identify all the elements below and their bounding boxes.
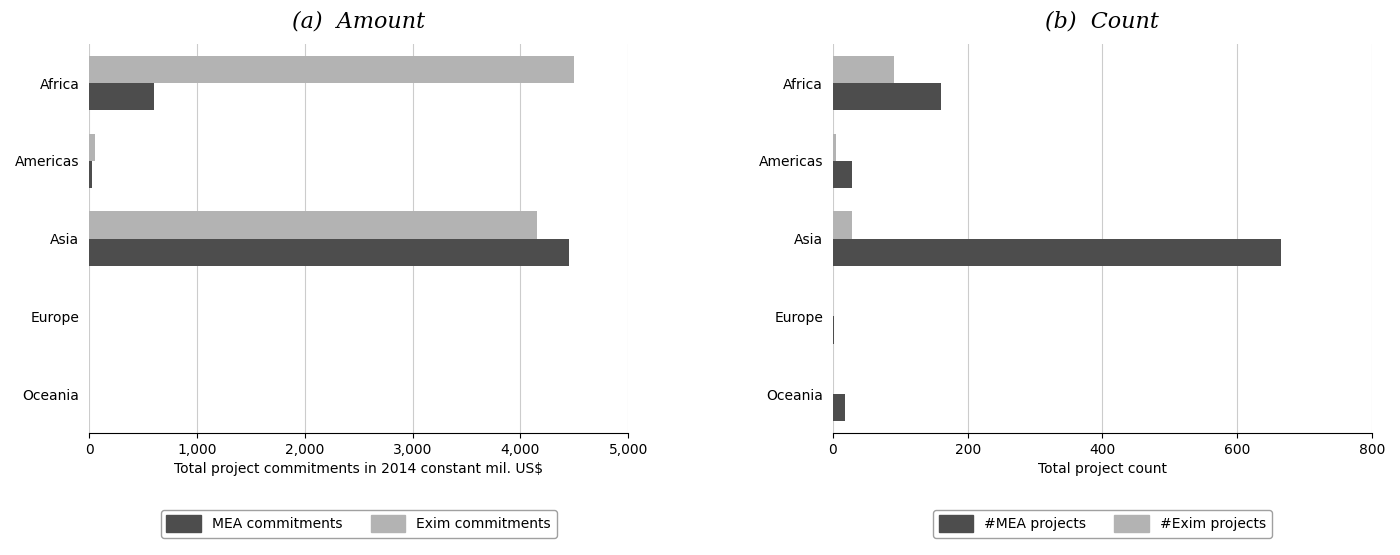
Bar	[833, 56, 893, 83]
Bar	[90, 56, 574, 83]
Bar	[90, 211, 536, 239]
Bar	[90, 161, 92, 188]
X-axis label: Total project count: Total project count	[1037, 462, 1166, 476]
Bar	[90, 83, 154, 110]
Bar	[833, 134, 836, 161]
Legend: #MEA projects, #Exim projects: #MEA projects, #Exim projects	[932, 510, 1271, 538]
Bar	[833, 211, 851, 239]
Title: (b)  Count: (b) Count	[1046, 11, 1159, 33]
Legend: MEA commitments, Exim commitments: MEA commitments, Exim commitments	[161, 510, 557, 538]
Bar	[90, 134, 95, 161]
Bar	[833, 239, 1281, 266]
Title: (a)  Amount: (a) Amount	[293, 11, 426, 33]
Bar	[833, 394, 846, 421]
Bar	[833, 83, 941, 110]
Bar	[90, 239, 568, 266]
Bar	[833, 161, 851, 188]
X-axis label: Total project commitments in 2014 constant mil. US$: Total project commitments in 2014 consta…	[174, 462, 543, 476]
